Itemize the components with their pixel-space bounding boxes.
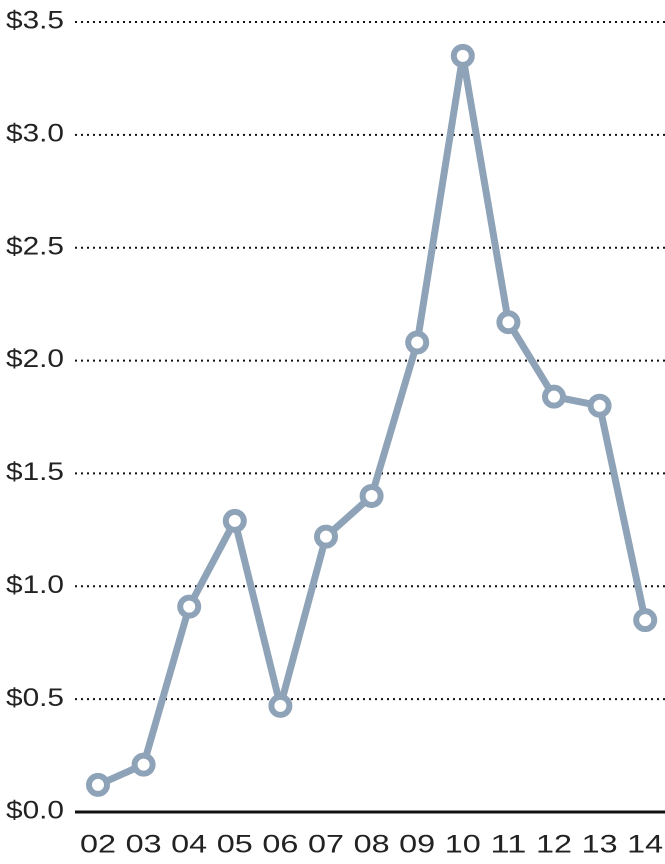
x-tick-label: 11 [490, 831, 526, 859]
y-tick-label: $1.0 [6, 571, 64, 599]
y-tick-label: $2.0 [6, 345, 64, 373]
data-point [131, 752, 156, 777]
data-point [542, 384, 566, 409]
data-point [86, 772, 110, 797]
x-tick-label: 02 [80, 831, 116, 859]
y-tick-label: $2.5 [6, 232, 64, 260]
y-tick-label: $1.5 [6, 458, 64, 486]
x-tick-label: 09 [399, 831, 435, 859]
x-tick-label: 10 [445, 831, 481, 859]
data-point [405, 330, 430, 355]
y-tick-label: $0.5 [6, 684, 64, 712]
y-tick-label: $0.0 [6, 797, 64, 825]
data-point [450, 43, 475, 68]
data-point [222, 508, 247, 533]
data-line [96, 52, 649, 789]
x-tick-label: 12 [536, 831, 572, 859]
y-tick-label: $3.5 [6, 7, 64, 35]
y-tick-label: $3.0 [6, 119, 64, 147]
x-tick-label: 08 [354, 831, 390, 859]
data-point [633, 608, 658, 633]
data-point [314, 524, 338, 549]
data-point [587, 393, 612, 418]
data-point [177, 594, 202, 619]
x-tick-label: 05 [217, 831, 253, 859]
x-tick-label: 03 [126, 831, 162, 859]
data-point [359, 484, 384, 508]
x-tick-label: 13 [582, 831, 618, 859]
x-tick-label: 14 [627, 831, 663, 859]
x-tick-label: 07 [308, 831, 344, 859]
x-tick-label: 04 [171, 831, 207, 859]
x-tick-label: 06 [262, 831, 298, 859]
data-point [268, 693, 293, 718]
data-point [496, 310, 521, 335]
